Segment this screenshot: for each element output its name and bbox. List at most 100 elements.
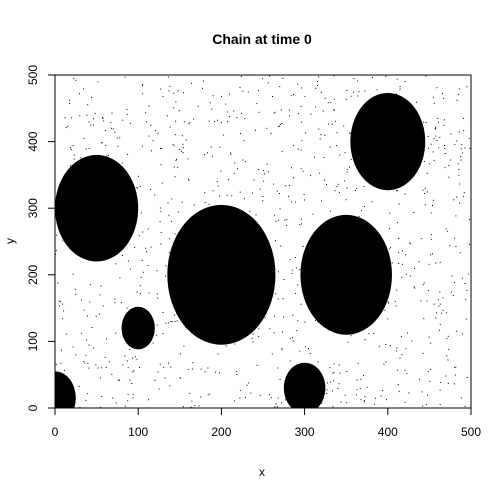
noise-point xyxy=(114,302,116,304)
noise-point xyxy=(83,137,85,139)
noise-point xyxy=(285,224,287,226)
noise-point xyxy=(282,77,284,79)
noise-point xyxy=(175,120,177,122)
noise-point xyxy=(264,173,265,175)
plot-frame xyxy=(54,74,472,409)
noise-point xyxy=(439,323,441,325)
noise-point xyxy=(423,318,425,320)
noise-point xyxy=(221,95,222,97)
noise-point xyxy=(430,342,432,344)
noise-point xyxy=(169,126,171,128)
noise-point xyxy=(372,76,373,78)
noise-point xyxy=(65,127,67,129)
noise-point xyxy=(409,275,411,277)
noise-point xyxy=(454,143,456,145)
noise-point xyxy=(207,367,209,369)
noise-point xyxy=(333,108,335,110)
noise-point xyxy=(459,202,461,204)
noise-point xyxy=(432,199,434,201)
noise-point xyxy=(114,131,116,133)
noise-point xyxy=(422,189,424,191)
noise-point xyxy=(292,314,294,316)
noise-point xyxy=(185,139,187,141)
noise-point xyxy=(191,82,192,84)
x-tick-label: 0 xyxy=(52,425,59,439)
noise-point xyxy=(162,312,164,313)
noise-point xyxy=(174,321,176,323)
noise-point xyxy=(314,156,315,158)
noise-point xyxy=(243,198,245,200)
noise-point xyxy=(441,312,442,314)
noise-point xyxy=(299,350,301,352)
noise-point xyxy=(423,282,425,284)
x-tick-label: 300 xyxy=(295,425,315,439)
noise-point xyxy=(443,119,445,121)
noise-point xyxy=(171,198,173,200)
noise-point xyxy=(267,82,269,84)
noise-point xyxy=(277,397,279,399)
noise-point xyxy=(121,162,123,164)
noise-point xyxy=(89,301,91,303)
noise-point xyxy=(299,269,301,271)
noise-point xyxy=(230,153,232,155)
noise-point xyxy=(160,243,162,245)
noise-point xyxy=(242,159,244,161)
noise-point xyxy=(330,102,332,103)
noise-point xyxy=(137,175,139,177)
noise-point xyxy=(396,190,398,192)
noise-point xyxy=(191,368,193,370)
noise-point xyxy=(281,123,283,124)
noise-point xyxy=(239,397,241,399)
noise-point xyxy=(235,371,237,372)
noise-point xyxy=(83,309,85,311)
noise-point xyxy=(126,108,128,110)
noise-point xyxy=(183,121,185,123)
noise-point xyxy=(346,171,348,173)
noise-point xyxy=(396,289,398,291)
noise-point xyxy=(460,148,462,150)
noise-point xyxy=(447,230,449,232)
noise-point xyxy=(315,319,316,321)
noise-point xyxy=(398,391,400,393)
noise-point xyxy=(236,374,238,375)
noise-point xyxy=(93,118,95,120)
y-axis-label: y xyxy=(3,238,17,244)
noise-point xyxy=(111,112,113,114)
noise-point xyxy=(97,367,99,369)
noise-point xyxy=(239,86,241,88)
noise-point xyxy=(182,147,184,149)
noise-point xyxy=(75,79,77,81)
noise-point xyxy=(318,76,320,78)
noise-point xyxy=(295,201,296,203)
noise-point xyxy=(136,291,138,293)
noise-point xyxy=(333,109,335,111)
noise-point xyxy=(416,101,418,103)
chart-title: Chain at time 0 xyxy=(212,31,312,47)
noise-point xyxy=(177,90,179,92)
noise-point xyxy=(279,86,281,88)
noise-point xyxy=(250,392,252,394)
noise-point xyxy=(262,170,264,172)
noise-point xyxy=(63,369,65,371)
noise-point xyxy=(343,125,345,127)
noise-point xyxy=(339,154,341,156)
noise-point xyxy=(317,81,318,83)
noise-point xyxy=(439,261,441,263)
noise-point xyxy=(132,357,134,359)
noise-point xyxy=(442,92,444,94)
noise-point xyxy=(284,219,286,221)
noise-point xyxy=(448,348,450,350)
noise-point xyxy=(407,332,408,334)
noise-point xyxy=(405,348,407,350)
noise-point xyxy=(83,88,85,90)
noise-point xyxy=(112,128,114,130)
noise-point xyxy=(443,124,445,126)
noise-point xyxy=(304,96,306,98)
noise-point xyxy=(289,337,291,339)
noise-point xyxy=(318,128,320,130)
noise-point xyxy=(212,190,214,192)
noise-point xyxy=(454,237,456,239)
noise-point xyxy=(62,240,64,242)
noise-point xyxy=(413,286,415,288)
noise-point xyxy=(226,111,228,113)
